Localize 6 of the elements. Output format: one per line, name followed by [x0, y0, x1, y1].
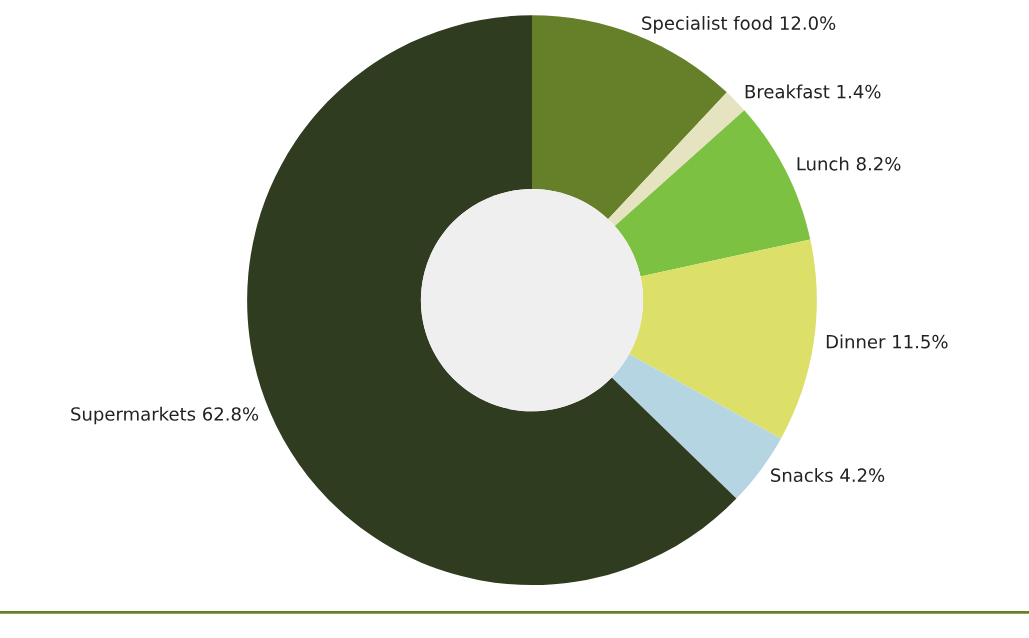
slice-label: Lunch 8.2%: [797, 156, 901, 171]
slice-label: Dinner 11.5%: [826, 334, 948, 349]
slice-label: Snacks 4.2%: [771, 468, 885, 483]
slice-label: Supermarkets 62.8%: [71, 406, 259, 425]
slice-label: Specialist food 12.0%: [642, 15, 836, 34]
slice-label: Breakfast 1.4%: [745, 84, 881, 99]
